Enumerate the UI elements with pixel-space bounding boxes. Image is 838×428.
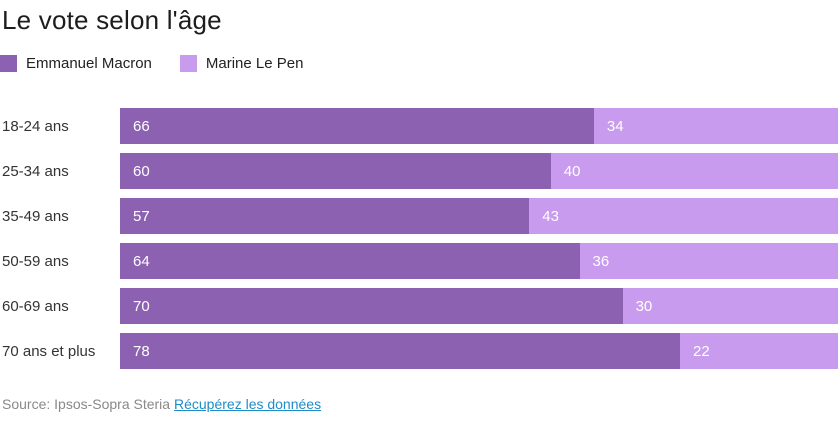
bar-track: 60 40 [120,153,838,189]
chart-row: 70 ans et plus 78 22 [0,333,838,369]
chart-row: 60-69 ans 70 30 [0,288,838,324]
chart-row: 25-34 ans 60 40 [0,153,838,189]
bar-value-label: 43 [542,207,559,225]
bar-value-label: 57 [133,207,150,225]
bar-segment-marine-le-pen: 40 [550,153,838,189]
bar-value-label: 22 [693,342,710,360]
chart-title: Le vote selon l'âge [2,5,222,35]
bar-value-label: 36 [592,252,610,270]
chart-row: 18-24 ans 66 34 [0,108,838,144]
bar-value-label: 40 [563,162,581,180]
bar-track: 57 43 [120,198,838,234]
legend: Emmanuel Macron Marine Le Pen [0,55,838,72]
bar-segment-marine-le-pen: 22 [680,333,838,369]
chart-card: Le vote selon l'âge Emmanuel Macron Mari… [0,5,838,428]
bar-track: 70 30 [120,288,838,324]
row-label: 25-34 ans [2,162,69,180]
source-text: Source: Ipsos-Sopra Steria [2,396,171,412]
bar-segment-emmanuel-macron: 60 [120,153,551,189]
bar-segment-emmanuel-macron: 57 [120,198,530,234]
bar-track: 64 36 [120,243,838,279]
bar-value-label: 60 [133,162,150,180]
bar-segment-emmanuel-macron: 78 [120,333,681,369]
legend-swatch-lepen [179,55,197,72]
row-label: 70 ans et plus [2,342,96,360]
bar-chart: 18-24 ans 66 34 25-34 ans 60 40 35-49 ans 57 43 5… [0,108,838,369]
row-label: 50-59 ans [2,252,69,270]
legend-item-lepen: Marine Le Pen [179,55,304,72]
bar-segment-marine-le-pen: 30 [622,288,838,324]
bar-segment-marine-le-pen: 36 [579,243,838,279]
bar-segment-emmanuel-macron: 66 [120,108,594,144]
bar-segment-marine-le-pen: 43 [529,198,838,234]
get-data-link[interactable]: Récupérez les données [173,396,322,412]
row-label: 60-69 ans [2,297,69,315]
row-label: 18-24 ans [2,117,69,135]
bar-value-label: 34 [606,117,624,135]
bar-value-label: 78 [133,342,150,360]
legend-swatch-macron [0,55,17,72]
bar-track: 66 34 [120,108,838,144]
chart-footer: Source: Ipsos-Sopra Steria Récupérez les… [2,396,838,412]
bar-value-label: 66 [133,117,150,135]
row-label: 35-49 ans [2,207,69,225]
bar-track: 78 22 [120,333,838,369]
bar-value-label: 30 [635,297,653,315]
legend-label-macron: Emmanuel Macron [26,55,152,72]
bar-segment-emmanuel-macron: 70 [120,288,623,324]
chart-row: 35-49 ans 57 43 [0,198,838,234]
bar-value-label: 64 [133,252,150,270]
bar-value-label: 70 [133,297,150,315]
chart-row: 50-59 ans 64 36 [0,243,838,279]
bar-segment-emmanuel-macron: 64 [120,243,580,279]
legend-item-macron: Emmanuel Macron [0,55,152,72]
bar-segment-marine-le-pen: 34 [593,108,838,144]
legend-label-lepen: Marine Le Pen [205,55,304,72]
